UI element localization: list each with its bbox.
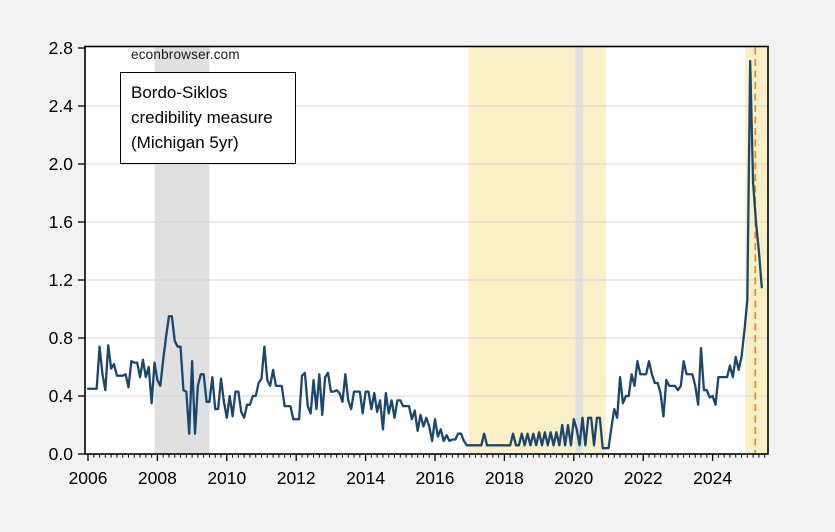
- ytick-label-2.8: 2.8: [49, 38, 73, 58]
- xtick-label-2012: 2012: [277, 468, 316, 488]
- ytick-label-2.4: 2.4: [49, 96, 74, 116]
- ytick-label-0.8: 0.8: [49, 328, 73, 348]
- ytick-label-0.4: 0.4: [49, 386, 74, 406]
- xtick-label-2008: 2008: [138, 468, 177, 488]
- band-recession-2020: [575, 47, 584, 454]
- band-shading-2017-2021: [468, 47, 606, 454]
- xtick-label-2010: 2010: [207, 468, 246, 488]
- xtick-label-2024: 2024: [693, 468, 732, 488]
- series-line-layer: [86, 59, 763, 450]
- xtick-label-2022: 2022: [624, 468, 663, 488]
- plot-border: [84, 45, 769, 455]
- shaded-bands-layer: [154, 47, 768, 454]
- xtick-label-2006: 2006: [69, 468, 108, 488]
- xtick-label-2018: 2018: [485, 468, 524, 488]
- chart-annotation-box: Bordo-Siklos credibility measure (Michig…: [120, 72, 296, 164]
- xtick-label-2016: 2016: [416, 468, 455, 488]
- band-shading-2025: [745, 47, 768, 454]
- xtick-label-2020: 2020: [554, 468, 593, 488]
- ytick-label-2.0: 2.0: [49, 154, 74, 174]
- xtick-label-2014: 2014: [346, 468, 385, 488]
- annotation-line-2: credibility measure: [131, 108, 273, 127]
- annotation-line-3: (Michigan 5yr): [131, 133, 239, 152]
- axes-ticks-labels-layer: 0.0 0.4 0.8 1.2 1.6 2.0 2.4 2.8 2006 2008 2010 2012…: [49, 38, 766, 488]
- series-line: [86, 59, 763, 450]
- ytick-label-0.0: 0.0: [49, 444, 74, 464]
- ytick-label-1.2: 1.2: [49, 270, 73, 290]
- annotation-line-1: Bordo-Siklos: [131, 83, 228, 102]
- watermark-econbrowser: econbrowser.com: [131, 47, 240, 62]
- gridlines-layer: [85, 105, 768, 397]
- ytick-label-1.6: 1.6: [49, 212, 73, 232]
